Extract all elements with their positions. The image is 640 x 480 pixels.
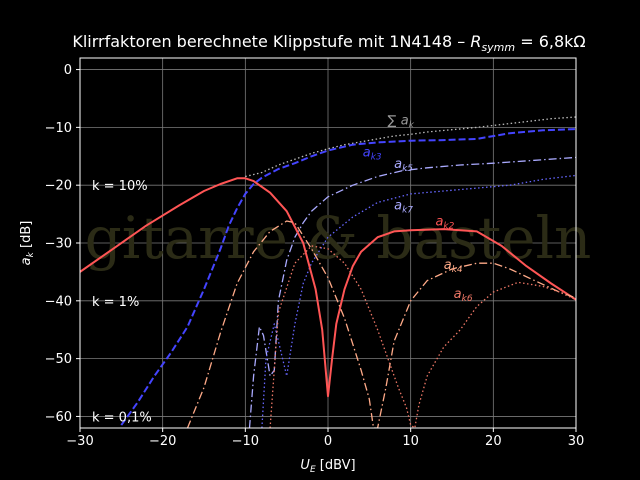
x-tick-label: 10 (402, 434, 419, 449)
x-tick-label: −30 (66, 434, 93, 449)
annotation-k2: ak2 (435, 215, 454, 232)
x-tick-label: 0 (324, 434, 332, 449)
x-tick-label: 30 (568, 434, 585, 449)
y-tick-label: −30 (45, 237, 72, 252)
series-group (80, 116, 576, 428)
annotation-sum: ∑ (388, 113, 397, 128)
series-line-a-k7 (261, 174, 576, 428)
annotation-k5: ak5 (394, 157, 413, 174)
series-line-a-k2 (80, 177, 576, 398)
axis-ticks: −30 −20 −10 0 10 20 30 0 −10 −20 −30 −40 −50 −60 (45, 63, 585, 449)
annotation-k4: ak4 (444, 258, 463, 275)
k-label: k = 0,1% (92, 410, 152, 425)
chart-title: Klirrfaktoren berechnete Klippstufe mit … (72, 32, 585, 54)
x-tick-label: −20 (149, 434, 176, 449)
y-tick-label: −10 (45, 121, 72, 136)
series-line-a-k6 (269, 245, 576, 428)
y-tick-label: −60 (45, 410, 72, 425)
k-label: k = 1% (92, 295, 139, 310)
watermark: gitarre & basteln (85, 204, 592, 272)
k-label: k = 10% (92, 179, 148, 194)
y-tick-label: −40 (45, 294, 72, 309)
annotation-sumk: ak (401, 113, 415, 130)
annotation-k6: ak6 (454, 287, 473, 304)
series-annotations: ∑ ak ak3 ak5 ak7 ak2 ak4 ak6 (363, 113, 473, 303)
y-tick-label: 0 (64, 63, 72, 78)
grid (79, 58, 577, 428)
k-labels: k = 10% k = 1% k = 0,1% (92, 179, 152, 425)
y-axis-label: ak [dB] (19, 221, 36, 266)
x-tick-label: 20 (485, 434, 502, 449)
y-tick-label: −20 (45, 179, 72, 194)
series-line-a-k3 (120, 128, 576, 426)
series-line-a-k4 (186, 220, 576, 428)
x-tick-label: −10 (232, 434, 259, 449)
x-axis-label: UE [dBV] (300, 458, 355, 475)
annotation-k7: ak7 (394, 198, 413, 215)
annotation-k3: ak3 (363, 145, 382, 162)
y-tick-label: −50 (45, 352, 72, 367)
